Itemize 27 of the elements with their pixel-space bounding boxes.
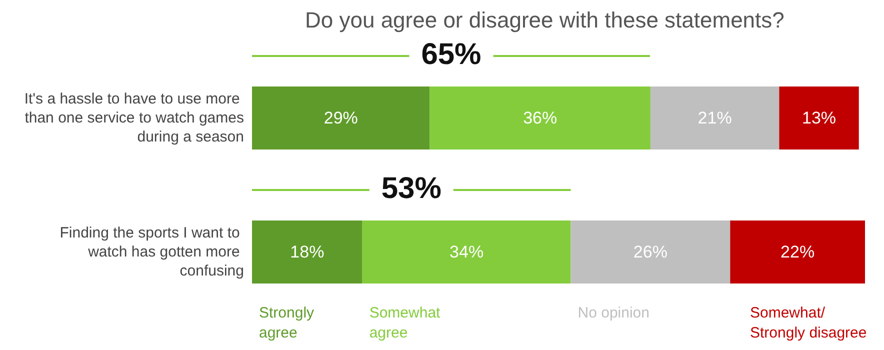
data-label: 22% xyxy=(780,242,815,262)
series-label: Somewhat/ Strongly disagree xyxy=(750,304,867,342)
data-label: 29% xyxy=(324,108,358,128)
bar xyxy=(252,220,362,284)
bar xyxy=(570,220,730,284)
series-label: No opinion xyxy=(578,304,650,322)
data-label: 36% xyxy=(523,108,558,128)
bar xyxy=(430,86,650,150)
data-label: 34% xyxy=(450,242,484,262)
data-label: 21% xyxy=(698,108,732,128)
data-label: 18% xyxy=(290,242,324,262)
bar xyxy=(730,220,865,284)
span-bracket: 65% xyxy=(252,38,650,74)
series-label: Strongly agree xyxy=(259,304,318,342)
chart-title: Do you agree or disagree with these statements? xyxy=(305,8,784,32)
bar xyxy=(252,86,430,150)
annotation: 53% xyxy=(380,172,442,207)
bar xyxy=(650,86,780,150)
y-tick-label: It's a hassle to have to use more than one service to watch games during a season xyxy=(24,90,244,146)
span-bracket: 53% xyxy=(252,172,571,208)
annotation: 65% xyxy=(420,38,482,73)
data-label: 13% xyxy=(802,108,836,128)
bar xyxy=(779,86,859,150)
series-label: Somewhat agree xyxy=(369,304,444,342)
y-tick-label: Finding the sports I want to watch has gotten more confusing xyxy=(60,224,244,280)
data-label: 26% xyxy=(633,242,668,262)
bar xyxy=(362,220,571,284)
